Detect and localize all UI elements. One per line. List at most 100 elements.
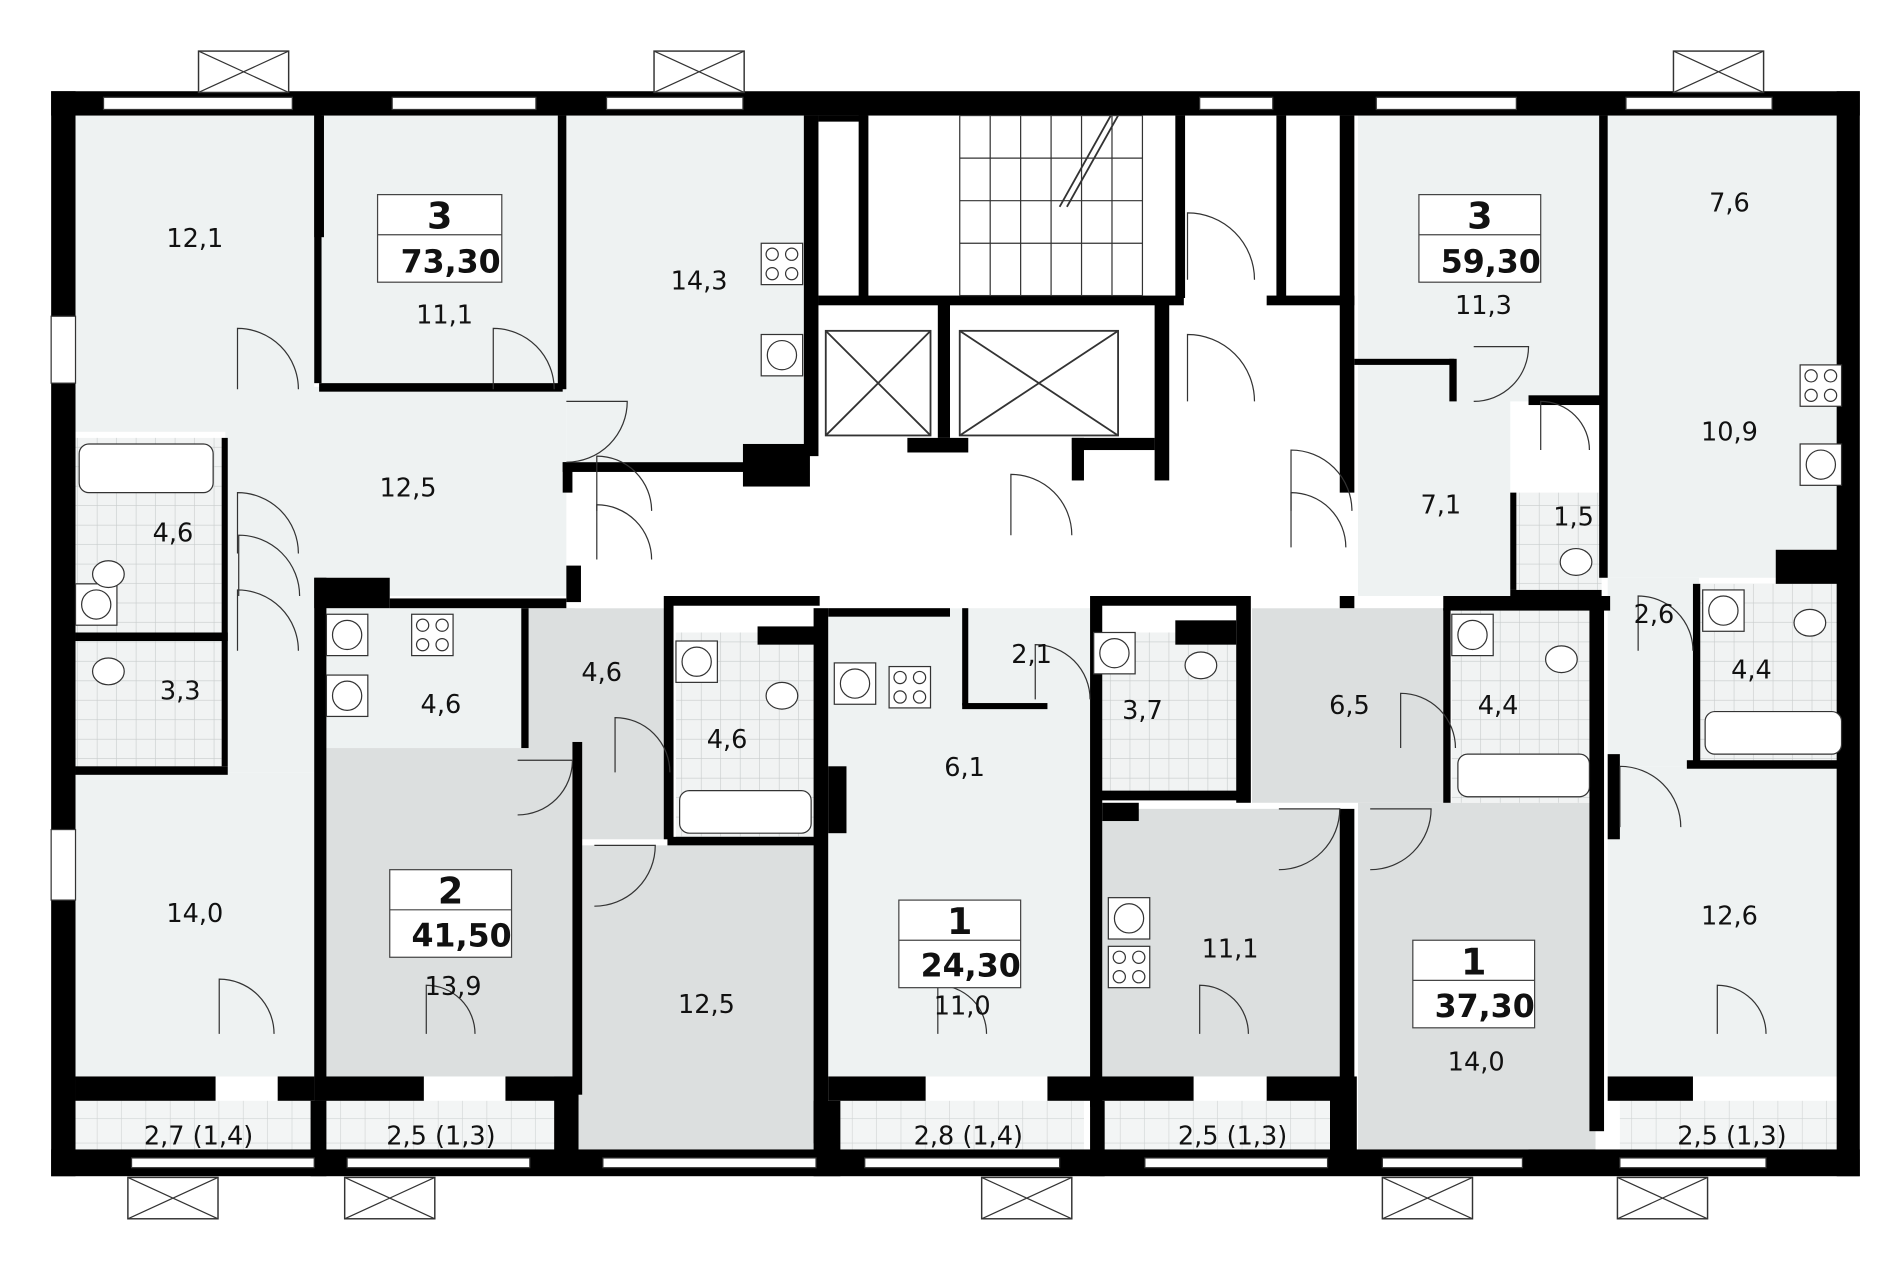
wall (51, 91, 1860, 116)
washing-machine (325, 674, 369, 718)
window (605, 96, 744, 111)
wall (521, 608, 529, 749)
wall (1595, 596, 1611, 611)
bathtub (78, 443, 214, 494)
wall (1607, 1076, 1693, 1101)
room-area: 11,1 (1202, 934, 1259, 964)
wall (667, 836, 820, 846)
wall (828, 766, 847, 834)
window (346, 1157, 531, 1169)
washing-machine-drum (80, 589, 112, 620)
wall (1276, 115, 1287, 299)
wall (1443, 596, 1596, 611)
stove-burner (765, 247, 779, 261)
room-fill (75, 115, 315, 432)
washing-machine (675, 640, 718, 683)
washing-machine-drum (839, 668, 871, 699)
window (130, 1157, 315, 1169)
wall (1175, 115, 1186, 299)
wall (1096, 790, 1249, 801)
wall (221, 437, 228, 633)
room-area-labels: 12,1 11,1 14,3 12,5 4,6 3,3 14,0 7,6 11,… (153, 189, 1772, 1078)
door-swing (238, 534, 301, 597)
door-swing (492, 327, 555, 390)
room-fill (1102, 808, 1350, 1077)
room-fill (225, 386, 567, 597)
stove-burner (765, 266, 779, 281)
wall (319, 383, 563, 392)
door-swing (1540, 400, 1591, 451)
door-swing (1400, 692, 1457, 749)
wall (828, 608, 950, 617)
wall (1236, 596, 1251, 803)
toilet (1544, 645, 1578, 674)
door-swing (1716, 984, 1767, 1034)
room-fill (225, 596, 317, 773)
window-box-cross (344, 1176, 436, 1220)
apartment-area: 37,30 (1435, 989, 1535, 1025)
washing-machine (1107, 897, 1151, 940)
stove (888, 665, 932, 709)
room-fill (1607, 766, 1846, 1077)
apartment-rooms: 1 (1461, 940, 1486, 983)
wall (1071, 437, 1084, 481)
room-area: 4,6 (153, 518, 194, 548)
room-area: 11,1 (416, 301, 473, 331)
room-fill (1252, 608, 1447, 803)
toilet (1559, 547, 1593, 576)
wall (1686, 760, 1846, 769)
room-area: 7,1 (1420, 490, 1461, 520)
room-area: 12,1 (166, 224, 223, 254)
room-fill (566, 115, 804, 469)
washing-machine-drum (331, 680, 363, 711)
toilet (765, 681, 799, 710)
wall (1510, 492, 1517, 590)
door-swing (1473, 346, 1530, 403)
wall (51, 91, 76, 1177)
stove-burner (1804, 369, 1818, 383)
door-swing (1370, 808, 1432, 871)
balcony-area: 2,5 (1,3) (1677, 1122, 1786, 1152)
door-swing (1290, 492, 1347, 548)
door-swing (1034, 644, 1091, 700)
apartment-label-3-73: 3 73,30 (376, 194, 503, 283)
stove-burner (1804, 388, 1818, 403)
washing-machine (1451, 613, 1494, 657)
room-area: 2,1 (1011, 640, 1052, 670)
wall (1607, 754, 1620, 840)
fixtures-layer (74, 212, 1843, 1034)
washing-machine-drum (681, 646, 712, 677)
stove-burner (435, 637, 449, 652)
stove-burner (912, 670, 927, 685)
wall (828, 1076, 926, 1101)
stove-burner (1112, 970, 1126, 984)
wall (1354, 358, 1455, 365)
wall (1339, 115, 1355, 493)
stove (1107, 945, 1151, 989)
room-area: 12,5 (678, 990, 735, 1020)
toilet (1184, 651, 1218, 680)
wall (1528, 395, 1605, 406)
washing-machine (833, 662, 877, 705)
wall (1339, 808, 1355, 1113)
room-fill (526, 608, 670, 840)
toilet (91, 560, 125, 589)
wall (1510, 589, 1602, 600)
stove-burner (435, 618, 449, 632)
stove-burner (415, 637, 430, 652)
washing-machine-drum (766, 339, 798, 371)
wall (1692, 583, 1701, 767)
room-area: 14,3 (671, 267, 728, 297)
window (1199, 96, 1274, 111)
wall (277, 1076, 315, 1101)
wall (1599, 115, 1608, 578)
staircase (959, 114, 1144, 297)
window (1619, 1157, 1767, 1169)
room-fill (578, 845, 814, 1150)
room-fill (1607, 115, 1846, 578)
room-fill (574, 486, 1355, 609)
room-fill (75, 772, 315, 1077)
window-box-cross (1673, 50, 1764, 93)
door-swing (1278, 808, 1341, 871)
